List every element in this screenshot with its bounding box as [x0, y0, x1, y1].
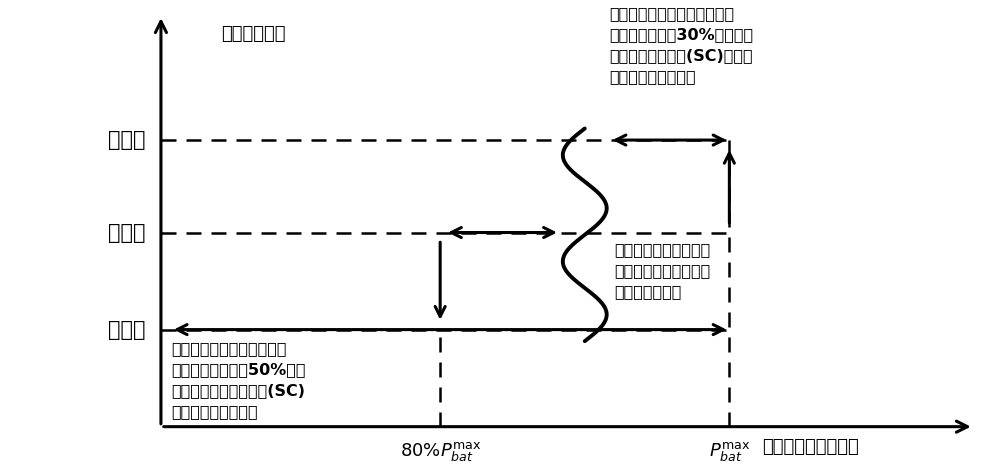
- Text: $80\%P_{bat}^{\mathrm{max}}$: $80\%P_{bat}^{\mathrm{max}}$: [400, 440, 481, 463]
- Text: 低功率: 低功率: [108, 320, 146, 340]
- Text: 电池输出功率: 电池输出功率: [221, 24, 285, 42]
- Text: $P_{bat}^{\mathrm{max}}$: $P_{bat}^{\mathrm{max}}$: [709, 440, 750, 463]
- Text: 瞬时値: 瞬时値: [108, 222, 146, 243]
- Text: 高功率: 高功率: [108, 130, 146, 150]
- Text: 电机逆变器需求功率: 电机逆变器需求功率: [762, 438, 859, 456]
- Text: 中功率输出方案：电池组输
出最大工作功率的50%，剩
余需求功率由超级电容(SC)
经过主升压电路提供: 中功率输出方案：电池组输 出最大工作功率的50%，剩 余需求功率由超级电容(SC…: [171, 341, 305, 419]
- Text: 根据功率滞环控制在中
功率输出方案和大功率
输出方案间切换: 根据功率滞环控制在中 功率输出方案和大功率 输出方案间切换: [615, 242, 711, 299]
- Text: 大功率输出方案：电池组输出
最大工作功率的30%，剩余需
求功率由超级电容(SC)经过主
辅升压电路共同提供: 大功率输出方案：电池组输出 最大工作功率的30%，剩余需 求功率由超级电容(SC…: [610, 6, 754, 84]
